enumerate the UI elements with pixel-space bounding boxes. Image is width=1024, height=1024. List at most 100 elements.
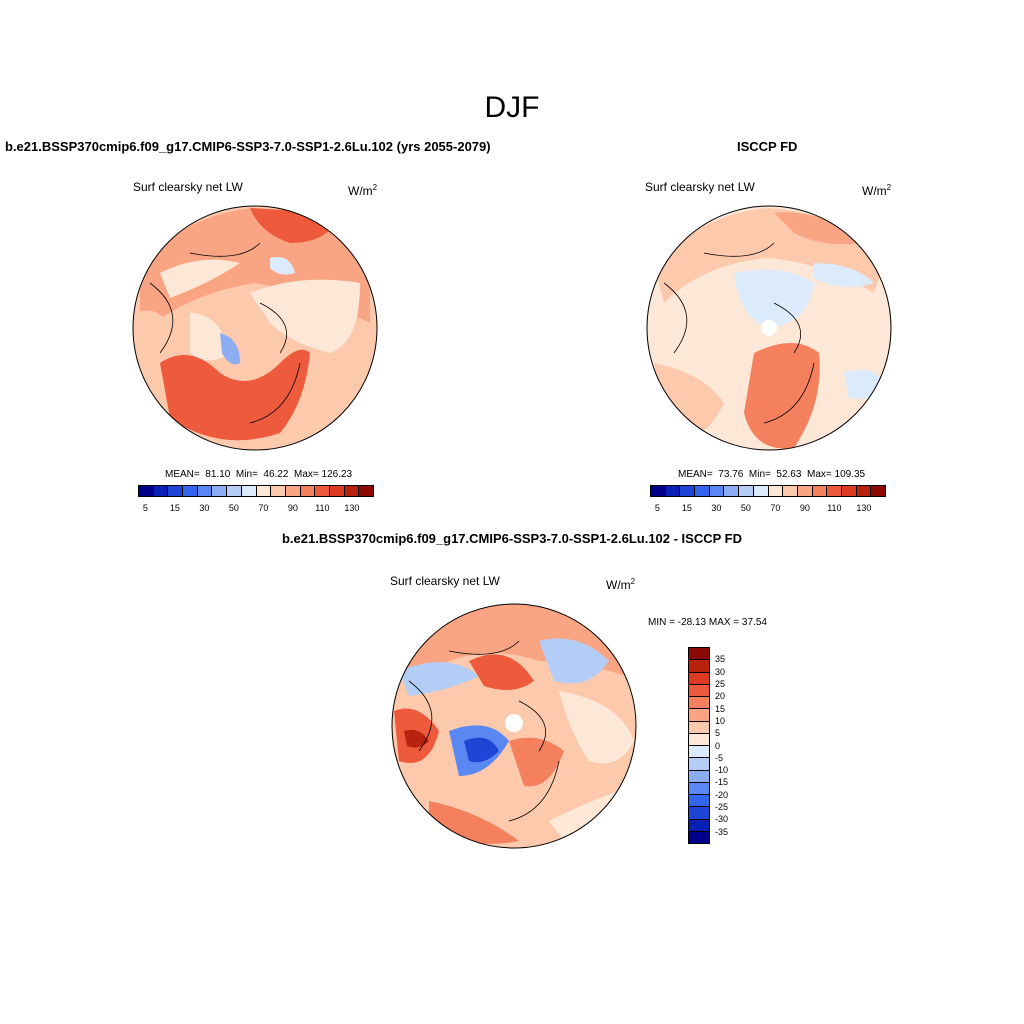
model-polar-map: [132, 205, 378, 451]
model-colorbar-tick-label: 110: [315, 503, 330, 513]
obs-colorbar-tick-label: 30: [711, 503, 722, 513]
diff-colorbar-swatch: [689, 721, 709, 734]
diff-colorbar-swatch: [689, 746, 709, 759]
diff-colorbar-swatch: [689, 782, 709, 795]
diff-colorbar-swatch: [689, 819, 709, 832]
diff-colorbar-tick-label: -5: [715, 752, 724, 763]
diff-minmax-label: MIN = -28.13 MAX = 37.54: [648, 617, 767, 628]
model-colorbar-swatch: [153, 486, 169, 496]
obs-colorbar-tick-label: 90: [799, 503, 810, 513]
model-colorbar-swatch: [359, 486, 373, 496]
obs-colorbar: [650, 485, 886, 497]
obs-colorbar-tick-label: 50: [740, 503, 751, 513]
model-colorbar-tick-label: 15: [169, 503, 180, 513]
diff-colorbar-tick-label: 25: [715, 678, 726, 689]
model-colorbar-swatch: [139, 486, 154, 496]
obs-colorbar-tick-label: 130: [856, 503, 872, 513]
model-field-label: Surf clearsky net LW: [133, 180, 243, 194]
obs-colorbar-swatch: [739, 486, 754, 496]
model-colorbar-tick-label: 90: [287, 503, 298, 513]
diff-colorbar-tick-label: -30: [715, 814, 729, 825]
diff-colorbar-swatch: [689, 795, 709, 808]
diff-colorbar-tick-label: 35: [715, 654, 726, 665]
diff-colorbar-swatch: [689, 733, 709, 746]
diff-colorbar-tick-label: -10: [715, 765, 729, 776]
obs-colorbar-swatch: [827, 486, 842, 496]
diff-field-label: Surf clearsky net LW: [390, 574, 500, 588]
diff-panel-title: b.e21.BSSP370cmip6.f09_g17.CMIP6-SSP3-7.…: [281, 531, 742, 546]
obs-colorbar-swatch: [768, 486, 784, 496]
obs-colorbar-swatch: [665, 486, 681, 496]
model-colorbar-swatch: [271, 486, 286, 496]
model-panel-title: b.e21.BSSP370cmip6.f09_g17.CMIP6-SSP3-7.…: [5, 139, 491, 154]
figure-title: DJF: [484, 91, 540, 124]
obs-polar-map: [646, 205, 892, 451]
diff-colorbar-tick-label: 30: [715, 666, 726, 677]
diff-colorbar-tick-label: 10: [715, 715, 726, 726]
diff-colorbar-tick-label: -25: [715, 802, 729, 813]
diff-colorbar-swatch: [689, 684, 709, 697]
obs-colorbar-swatch: [856, 486, 872, 496]
model-colorbar-tick-label: 70: [258, 503, 269, 513]
model-colorbar-swatch: [300, 486, 316, 496]
diff-units-label: W/m2: [606, 577, 636, 592]
model-colorbar-swatch: [285, 486, 301, 496]
model-stats: MEAN= 81.10 Min= 46.22 Max= 126.23: [165, 469, 353, 480]
model-colorbar-swatch: [344, 486, 360, 496]
diff-colorbar-swatch: [689, 807, 709, 820]
diff-colorbar-tick-label: 15: [715, 703, 726, 714]
obs-colorbar-swatch: [797, 486, 813, 496]
obs-colorbar-swatch: [812, 486, 828, 496]
model-colorbar-ticks: 5 15 30 50 70 90 110 130: [138, 502, 374, 514]
model-colorbar-tick-label: 5: [142, 503, 148, 513]
obs-field-label: Surf clearsky net LW: [645, 180, 755, 194]
obs-colorbar-tick-label: 15: [681, 503, 692, 513]
model-colorbar-swatch: [212, 486, 228, 496]
model-units-label: W/m2: [348, 183, 378, 198]
model-colorbar-swatch: [227, 486, 242, 496]
model-colorbar-swatch: [315, 486, 330, 496]
diff-colorbar: [688, 647, 710, 844]
obs-colorbar-tick-label: 110: [827, 503, 842, 513]
diff-colorbar-tick-label: -35: [715, 826, 729, 837]
diff-colorbar-tick-label: 0: [715, 740, 721, 751]
model-colorbar-tick-label: 30: [199, 503, 210, 513]
model-colorbar-swatch: [256, 486, 272, 496]
obs-colorbar-tick-label: 5: [654, 503, 660, 513]
diff-colorbar-swatch: [689, 709, 709, 722]
model-colorbar: [138, 485, 374, 497]
obs-colorbar-swatch: [695, 486, 710, 496]
model-colorbar-swatch: [183, 486, 198, 496]
model-colorbar-tick-label: 130: [344, 503, 360, 513]
diff-colorbar-swatch: [689, 770, 709, 783]
obs-units-label: W/m2: [862, 183, 892, 198]
obs-colorbar-swatch: [651, 486, 666, 496]
obs-colorbar-swatch: [753, 486, 769, 496]
diff-colorbar-tick-label: -15: [715, 777, 729, 788]
diff-polar-map: [391, 603, 637, 849]
obs-colorbar-swatch: [724, 486, 740, 496]
diff-colorbar-tick-label: -20: [715, 789, 729, 800]
model-colorbar-swatch: [329, 486, 345, 496]
diff-colorbar-swatch: [689, 660, 709, 673]
diff-colorbar-ticks: 35 30 25 20 15 10 5 0 -5 -10 -15 -20 -25 -30 -35: [715, 647, 755, 844]
diff-colorbar-swatch: [689, 672, 709, 685]
obs-colorbar-swatch: [680, 486, 696, 496]
obs-panel-title: ISCCP FD: [737, 139, 798, 154]
obs-colorbar-swatch: [783, 486, 798, 496]
model-colorbar-tick-label: 50: [228, 503, 239, 513]
diff-colorbar-swatch: [689, 648, 709, 661]
diff-colorbar-swatch: [689, 758, 709, 771]
obs-colorbar-swatch: [709, 486, 725, 496]
diff-colorbar-swatch: [689, 697, 709, 710]
model-colorbar-swatch: [197, 486, 213, 496]
model-colorbar-swatch: [168, 486, 184, 496]
obs-colorbar-swatch: [841, 486, 857, 496]
diff-colorbar-tick-label: 5: [715, 728, 721, 739]
diff-colorbar-tick-label: 20: [715, 691, 726, 702]
diff-colorbar-swatch: [689, 831, 709, 843]
obs-colorbar-swatch: [871, 486, 885, 496]
obs-stats: MEAN= 73.76 Min= 52.63 Max= 109.35: [678, 469, 866, 480]
obs-colorbar-ticks: 5 15 30 50 70 90 110 130: [650, 502, 886, 514]
model-colorbar-swatch: [241, 486, 257, 496]
